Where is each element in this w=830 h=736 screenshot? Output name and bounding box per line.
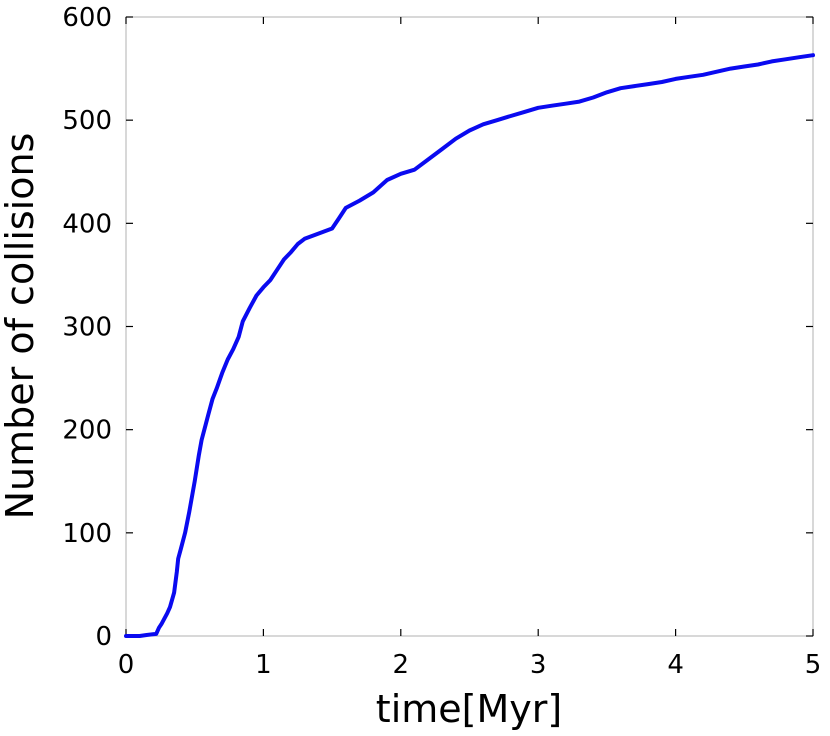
- y-tick-label: 100: [62, 519, 112, 549]
- x-tick-label: 0: [118, 650, 135, 680]
- plot-frame: [125, 16, 814, 637]
- y-tick-label: 500: [62, 106, 112, 136]
- y-tick-label: 300: [62, 313, 112, 343]
- y-tick-label: 600: [62, 3, 112, 33]
- y-axis: 0 100 200 300 400 500 600: [62, 3, 813, 652]
- x-tick-label: 1: [255, 650, 272, 680]
- series-line: [124, 53, 815, 638]
- y-tick-label: 0: [95, 622, 112, 652]
- y-tick-label: 200: [62, 416, 112, 446]
- x-axis: 0 1 2 3 4 5: [118, 17, 822, 680]
- x-tick-label: 4: [667, 650, 684, 680]
- x-tick-label: 3: [530, 650, 547, 680]
- y-tick-label: 400: [62, 209, 112, 239]
- x-tick-label: 2: [393, 650, 410, 680]
- y-axis-title: Number of collisions: [0, 133, 42, 520]
- x-axis-title: time[Myr]: [376, 687, 562, 731]
- series-group: [124, 53, 815, 638]
- x-tick-label: 5: [805, 650, 822, 680]
